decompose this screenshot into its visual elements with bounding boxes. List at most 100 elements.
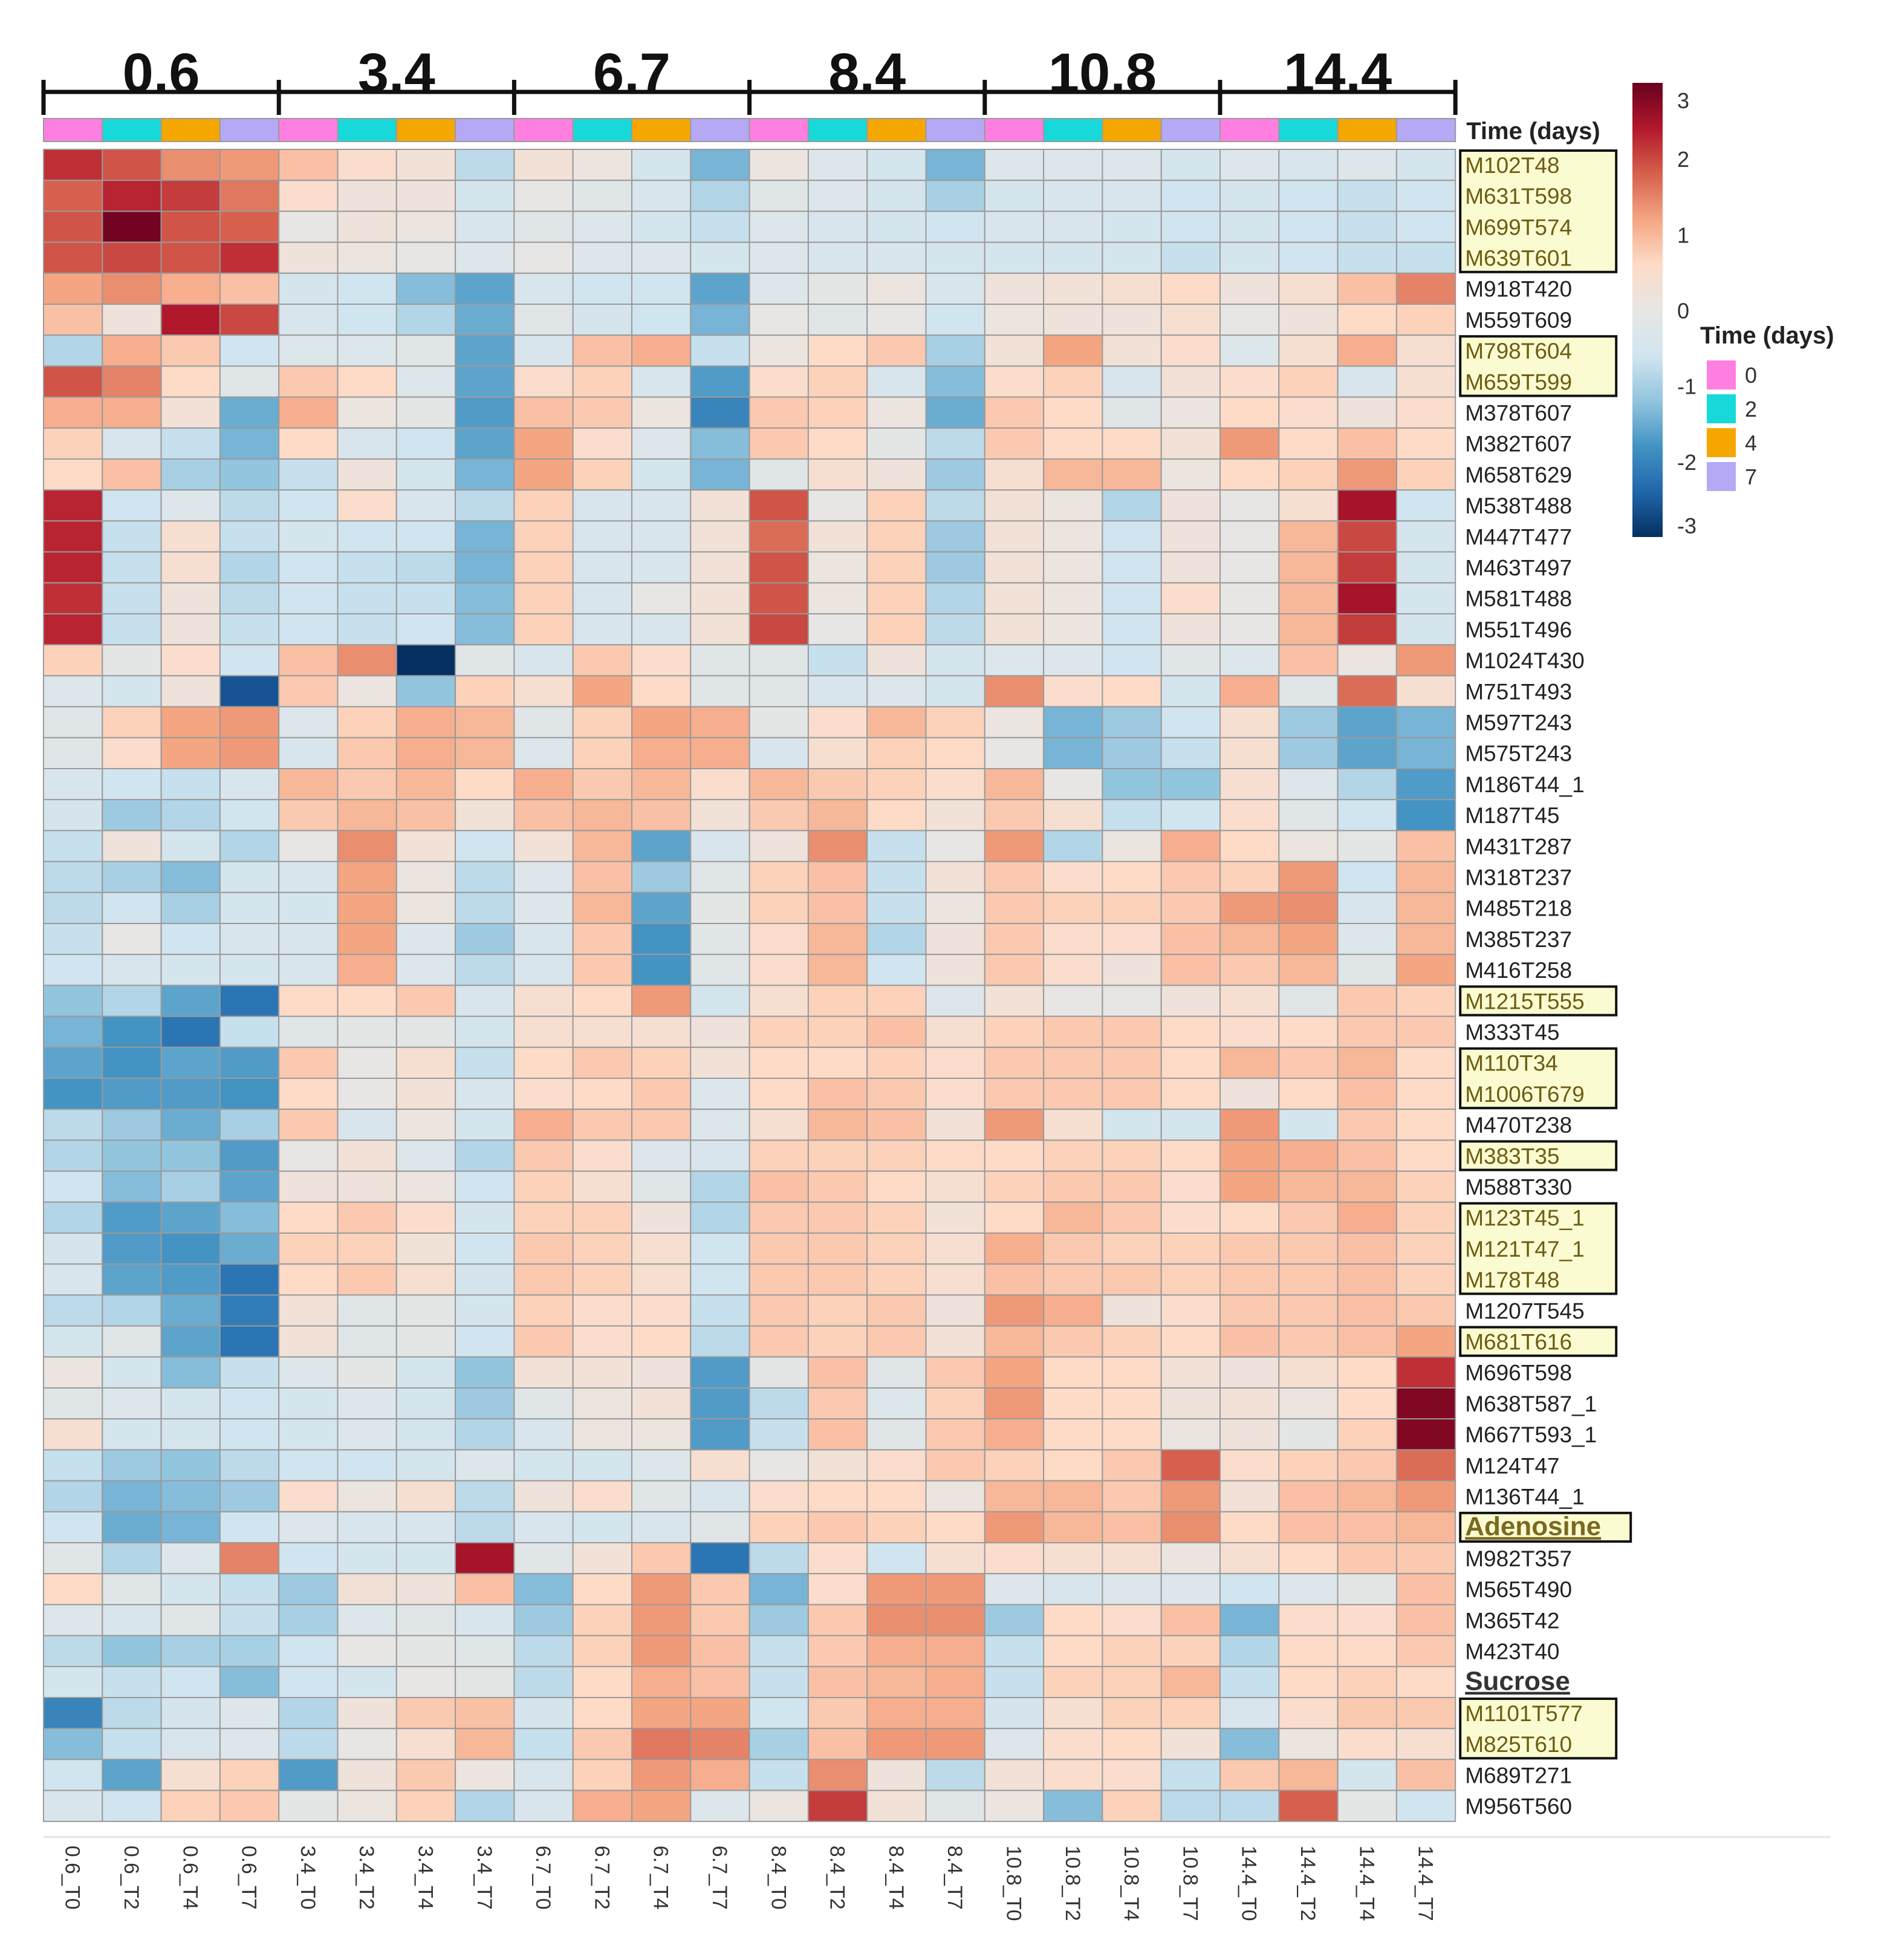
heatmap-cell — [1219, 1542, 1280, 1575]
heatmap-cell — [513, 861, 574, 893]
heatmap-cell — [1337, 1356, 1397, 1389]
heatmap-cell — [807, 1542, 868, 1575]
heatmap-cell — [160, 1728, 221, 1760]
heatmap-cell — [1337, 1542, 1397, 1575]
heatmap-cell — [631, 272, 692, 305]
heatmap-cell — [1219, 396, 1280, 429]
heatmap-cell — [43, 582, 103, 614]
heatmap-cell — [219, 1015, 280, 1048]
heatmap-cell — [1160, 365, 1221, 398]
heatmap-cell — [395, 210, 456, 243]
heatmap-cell — [455, 334, 515, 367]
heatmap-cell — [219, 1449, 280, 1482]
heatmap-cell — [1043, 1665, 1103, 1699]
heatmap-cell — [455, 613, 515, 646]
heatmap-cell — [513, 1789, 574, 1822]
row-highlight-box — [1459, 149, 1618, 273]
heatmap-cell — [160, 334, 221, 367]
heatmap-cell — [513, 923, 574, 956]
heatmap-cell — [1278, 210, 1339, 243]
heatmap-cell — [572, 1294, 633, 1327]
heatmap-cell — [43, 1139, 103, 1172]
heatmap-cell — [1160, 644, 1221, 677]
heatmap-cell — [1219, 1294, 1280, 1327]
heatmap-cell — [337, 520, 397, 553]
heatmap-cell — [631, 768, 692, 801]
heatmap-cell — [337, 985, 397, 1017]
heatmap-cell — [43, 1418, 103, 1451]
heatmap-cell — [631, 923, 692, 956]
heatmap-cell — [866, 520, 927, 553]
heatmap-cell — [1337, 1511, 1397, 1544]
heatmap-cell — [395, 985, 456, 1017]
heatmap-cell — [102, 551, 162, 584]
heatmap-cell — [690, 551, 750, 584]
heatmap-cell — [1395, 644, 1456, 677]
heatmap-cell — [748, 458, 809, 491]
heatmap-cell — [1043, 1728, 1103, 1760]
heatmap-cell — [1278, 1728, 1339, 1760]
heatmap-cell — [160, 1015, 221, 1048]
heatmap-cell — [43, 334, 103, 367]
row-label: M1024T430 — [1465, 648, 1584, 673]
heatmap-cell — [925, 1759, 985, 1791]
heatmap-cell — [984, 149, 1045, 181]
heatmap-cell — [337, 1418, 397, 1451]
heatmap-cell — [1102, 644, 1162, 677]
heatmap-cell — [1160, 334, 1221, 367]
heatmap-cell — [1395, 1139, 1456, 1172]
heatmap-cell — [572, 582, 633, 614]
heatmap-cell — [1337, 644, 1397, 677]
heatmap-cell — [43, 180, 103, 212]
heatmap-cell — [395, 304, 456, 336]
heatmap-cell — [219, 1789, 280, 1822]
heatmap-cell — [631, 365, 692, 398]
heatmap-cell — [160, 1759, 221, 1791]
heatmap-cell — [513, 1387, 574, 1420]
heatmap-cell — [690, 1232, 750, 1265]
heatmap-cell — [984, 1789, 1045, 1822]
heatmap-cell — [219, 1573, 280, 1606]
heatmap-cell — [219, 458, 280, 491]
heatmap-cell — [1337, 1387, 1397, 1420]
heatmap-cell — [925, 365, 985, 398]
heatmap-cell — [278, 1728, 339, 1760]
heatmap-cell — [690, 1325, 750, 1358]
heatmap-cell — [866, 675, 927, 708]
heatmap-cell — [455, 1201, 515, 1234]
heatmap-cell — [807, 954, 868, 986]
heatmap-cell — [572, 1078, 633, 1110]
heatmap-cell — [160, 1511, 221, 1544]
heatmap-cell — [631, 1728, 692, 1760]
heatmap-cell — [278, 1759, 339, 1791]
heatmap-cell — [1043, 489, 1103, 522]
heatmap-cell — [1160, 427, 1221, 460]
heatmap-cell — [807, 1046, 868, 1079]
heatmap-cell — [1160, 923, 1221, 956]
heatmap-cell — [690, 1449, 750, 1482]
heatmap-cell — [455, 675, 515, 708]
heatmap-cell — [455, 1697, 515, 1730]
heatmap-cell — [925, 1387, 985, 1420]
annotation-cell — [866, 118, 927, 142]
heatmap-cell — [984, 520, 1045, 553]
heatmap-cell — [631, 1232, 692, 1265]
heatmap-cell — [1043, 830, 1103, 862]
heatmap-cell — [925, 1356, 985, 1389]
heatmap-cell — [1395, 1665, 1456, 1699]
heatmap-cell — [748, 1201, 809, 1234]
heatmap-cell — [1219, 272, 1280, 305]
heatmap-cell — [278, 304, 339, 336]
heatmap-cell — [984, 1604, 1045, 1636]
heatmap-cell — [513, 675, 574, 708]
heatmap-cell — [925, 706, 985, 738]
heatmap-cell — [925, 1542, 985, 1575]
heatmap-cell — [1278, 149, 1339, 181]
heatmap-cell — [631, 334, 692, 367]
heatmap-cell — [925, 644, 985, 677]
heatmap-cell — [337, 210, 397, 243]
heatmap-cell — [925, 799, 985, 832]
heatmap-cell — [1278, 1542, 1339, 1575]
heatmap-cell — [748, 1604, 809, 1636]
heatmap-cell — [1278, 675, 1339, 708]
